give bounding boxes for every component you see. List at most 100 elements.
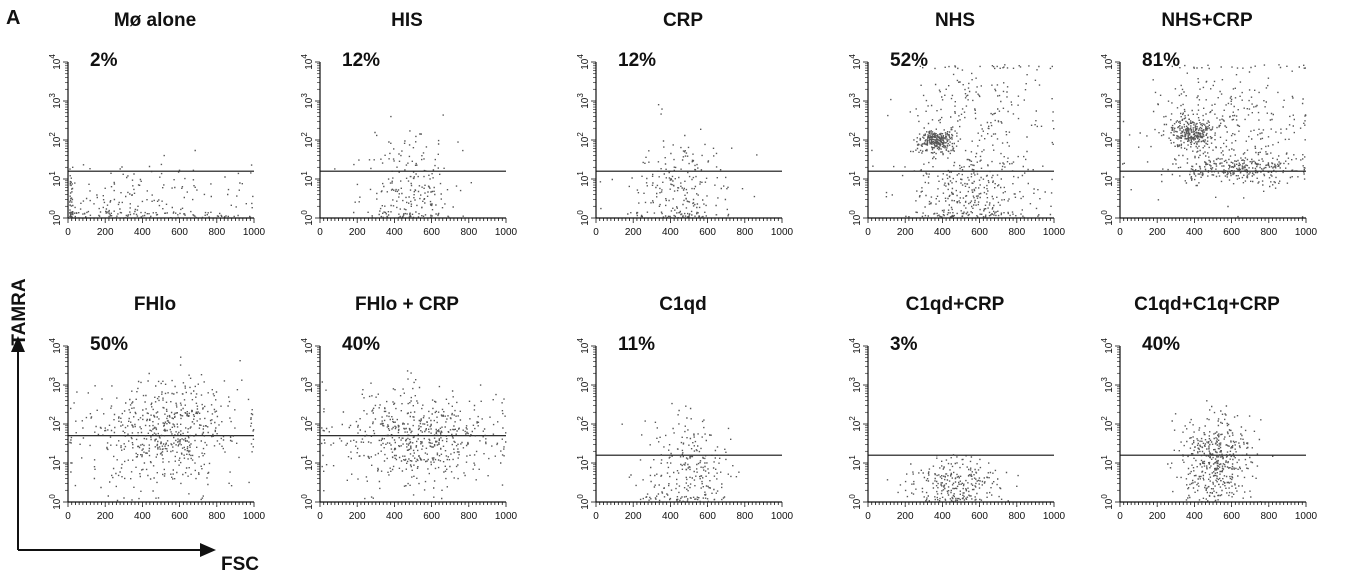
y-tick-label: 104 [576, 338, 591, 354]
x-tick-label: 1000 [243, 227, 266, 238]
x-tick-label: 800 [208, 227, 225, 238]
x-tick-label: 0 [65, 227, 71, 238]
y-tick-label: 102 [576, 132, 591, 148]
x-tick-label: 800 [1260, 511, 1277, 522]
gate-percentage: 52% [890, 50, 928, 71]
y-tick-label: 104 [1100, 54, 1115, 70]
x-tick-label: 200 [349, 511, 366, 522]
panel-title: NHS+CRP [1161, 10, 1253, 31]
x-tick-label: 200 [897, 227, 914, 238]
x-tick-label: 0 [865, 511, 871, 522]
x-tick-label: 400 [386, 511, 403, 522]
panel-title: C1qd+CRP [906, 294, 1005, 315]
gate-percentage: 50% [90, 334, 128, 355]
x-tick-label: 600 [171, 511, 188, 522]
panel-title: HIS [391, 10, 423, 31]
event-points [1167, 400, 1274, 503]
x-tick-label: 200 [97, 511, 114, 522]
y-tick-label: 104 [48, 338, 63, 354]
x-tick-label: 600 [971, 227, 988, 238]
y-tick-label: 103 [300, 377, 315, 393]
y-tick-label: 100 [848, 494, 863, 510]
scatter-panel-2: HIS 12% 0 200 400 600 800 1000 100 101 102 103 104 [300, 10, 518, 238]
gate-percentage: 40% [342, 334, 380, 355]
x-tick-label: 1000 [771, 511, 794, 522]
x-axis-label: FSC [221, 554, 259, 572]
event-points [69, 356, 255, 502]
x-tick-label: 400 [134, 511, 151, 522]
x-tick-label: 400 [1186, 511, 1203, 522]
scatter-panel-6: FHlo 50% 0 200 400 600 800 1000 100 101 102 103 104 [48, 294, 266, 522]
gate-percentage: 81% [1142, 50, 1180, 71]
x-tick-label: 200 [1149, 227, 1166, 238]
x-tick-label: 0 [593, 227, 599, 238]
y-tick-label: 100 [848, 210, 863, 226]
gate-percentage: 40% [1142, 334, 1180, 355]
scatter-panel-7: FHlo + CRP 40% 0 200 400 600 800 1000 100 101 102 1… [300, 294, 518, 522]
x-tick-label: 800 [1260, 227, 1277, 238]
y-tick-label: 103 [576, 93, 591, 109]
scatter-panel-10: C1qd+C1q+CRP 40% 0 200 400 600 800 1000 100 101 10… [1100, 294, 1318, 522]
x-tick-label: 400 [1186, 227, 1203, 238]
y-tick-label: 101 [576, 171, 591, 187]
x-tick-label: 0 [1117, 511, 1123, 522]
y-tick-label: 104 [300, 338, 315, 354]
scatter-panel-5: NHS+CRP 81% 0 200 400 600 800 1000 100 101 102 103 1… [1100, 10, 1318, 238]
x-tick-label: 200 [625, 511, 642, 522]
y-tick-label: 103 [848, 93, 863, 109]
x-tick-label: 400 [386, 227, 403, 238]
x-tick-label: 1000 [1043, 227, 1066, 238]
x-tick-label: 800 [1008, 227, 1025, 238]
x-tick-label: 0 [865, 227, 871, 238]
y-tick-label: 101 [48, 455, 63, 471]
y-tick-label: 104 [48, 54, 63, 70]
event-points [321, 370, 507, 500]
x-tick-label: 800 [460, 227, 477, 238]
x-tick-label: 600 [423, 511, 440, 522]
scatter-panel-9: C1qd+CRP 3% 0 200 400 600 800 1000 100 101 102 103 1… [848, 294, 1066, 522]
x-tick-label: 600 [971, 511, 988, 522]
y-tick-label: 100 [48, 210, 63, 226]
y-tick-label: 101 [1100, 171, 1115, 187]
x-tick-label: 1000 [243, 511, 266, 522]
y-tick-label: 104 [576, 54, 591, 70]
event-points [1122, 64, 1307, 218]
x-tick-label: 600 [1223, 511, 1240, 522]
y-tick-label: 102 [48, 416, 63, 432]
x-tick-label: 0 [65, 511, 71, 522]
y-tick-label: 102 [576, 416, 591, 432]
x-tick-label: 600 [1223, 227, 1240, 238]
event-points [599, 104, 758, 219]
y-tick-label: 103 [1100, 93, 1115, 109]
x-tick-label: 0 [317, 227, 323, 238]
x-tick-label: 800 [736, 227, 753, 238]
y-tick-label: 104 [848, 338, 863, 354]
y-tick-label: 102 [300, 132, 315, 148]
y-tick-label: 103 [1100, 377, 1115, 393]
y-tick-label: 102 [848, 132, 863, 148]
scatter-panel-1: Mø alone 2% 0 200 400 600 800 1000 100 101 102 103 1… [48, 10, 266, 238]
gate-percentage: 12% [342, 50, 380, 71]
y-tick-label: 102 [1100, 416, 1115, 432]
y-tick-label: 104 [848, 54, 863, 70]
y-tick-label: 101 [848, 455, 863, 471]
y-tick-label: 104 [1100, 338, 1115, 354]
y-tick-label: 101 [576, 455, 591, 471]
x-tick-label: 400 [934, 511, 951, 522]
y-tick-label: 102 [1100, 132, 1115, 148]
y-axis-label: TAMRA [9, 278, 30, 345]
y-tick-label: 101 [300, 171, 315, 187]
y-tick-label: 100 [300, 494, 315, 510]
event-points [871, 64, 1055, 219]
gate-percentage: 2% [90, 50, 118, 71]
event-points [621, 402, 740, 503]
y-tick-label: 100 [1100, 210, 1115, 226]
panel-title: NHS [935, 10, 975, 31]
x-tick-label: 800 [1008, 511, 1025, 522]
x-tick-label: 600 [699, 227, 716, 238]
scatter-panel-4: NHS 52% 0 200 400 600 800 1000 100 101 102 103 104 [848, 10, 1066, 238]
y-tick-label: 100 [300, 210, 315, 226]
scatter-panel-3: CRP 12% 0 200 400 600 800 1000 100 101 102 103 104 [576, 10, 794, 238]
gate-percentage: 12% [618, 50, 656, 71]
panel-title: Mø alone [114, 10, 196, 31]
